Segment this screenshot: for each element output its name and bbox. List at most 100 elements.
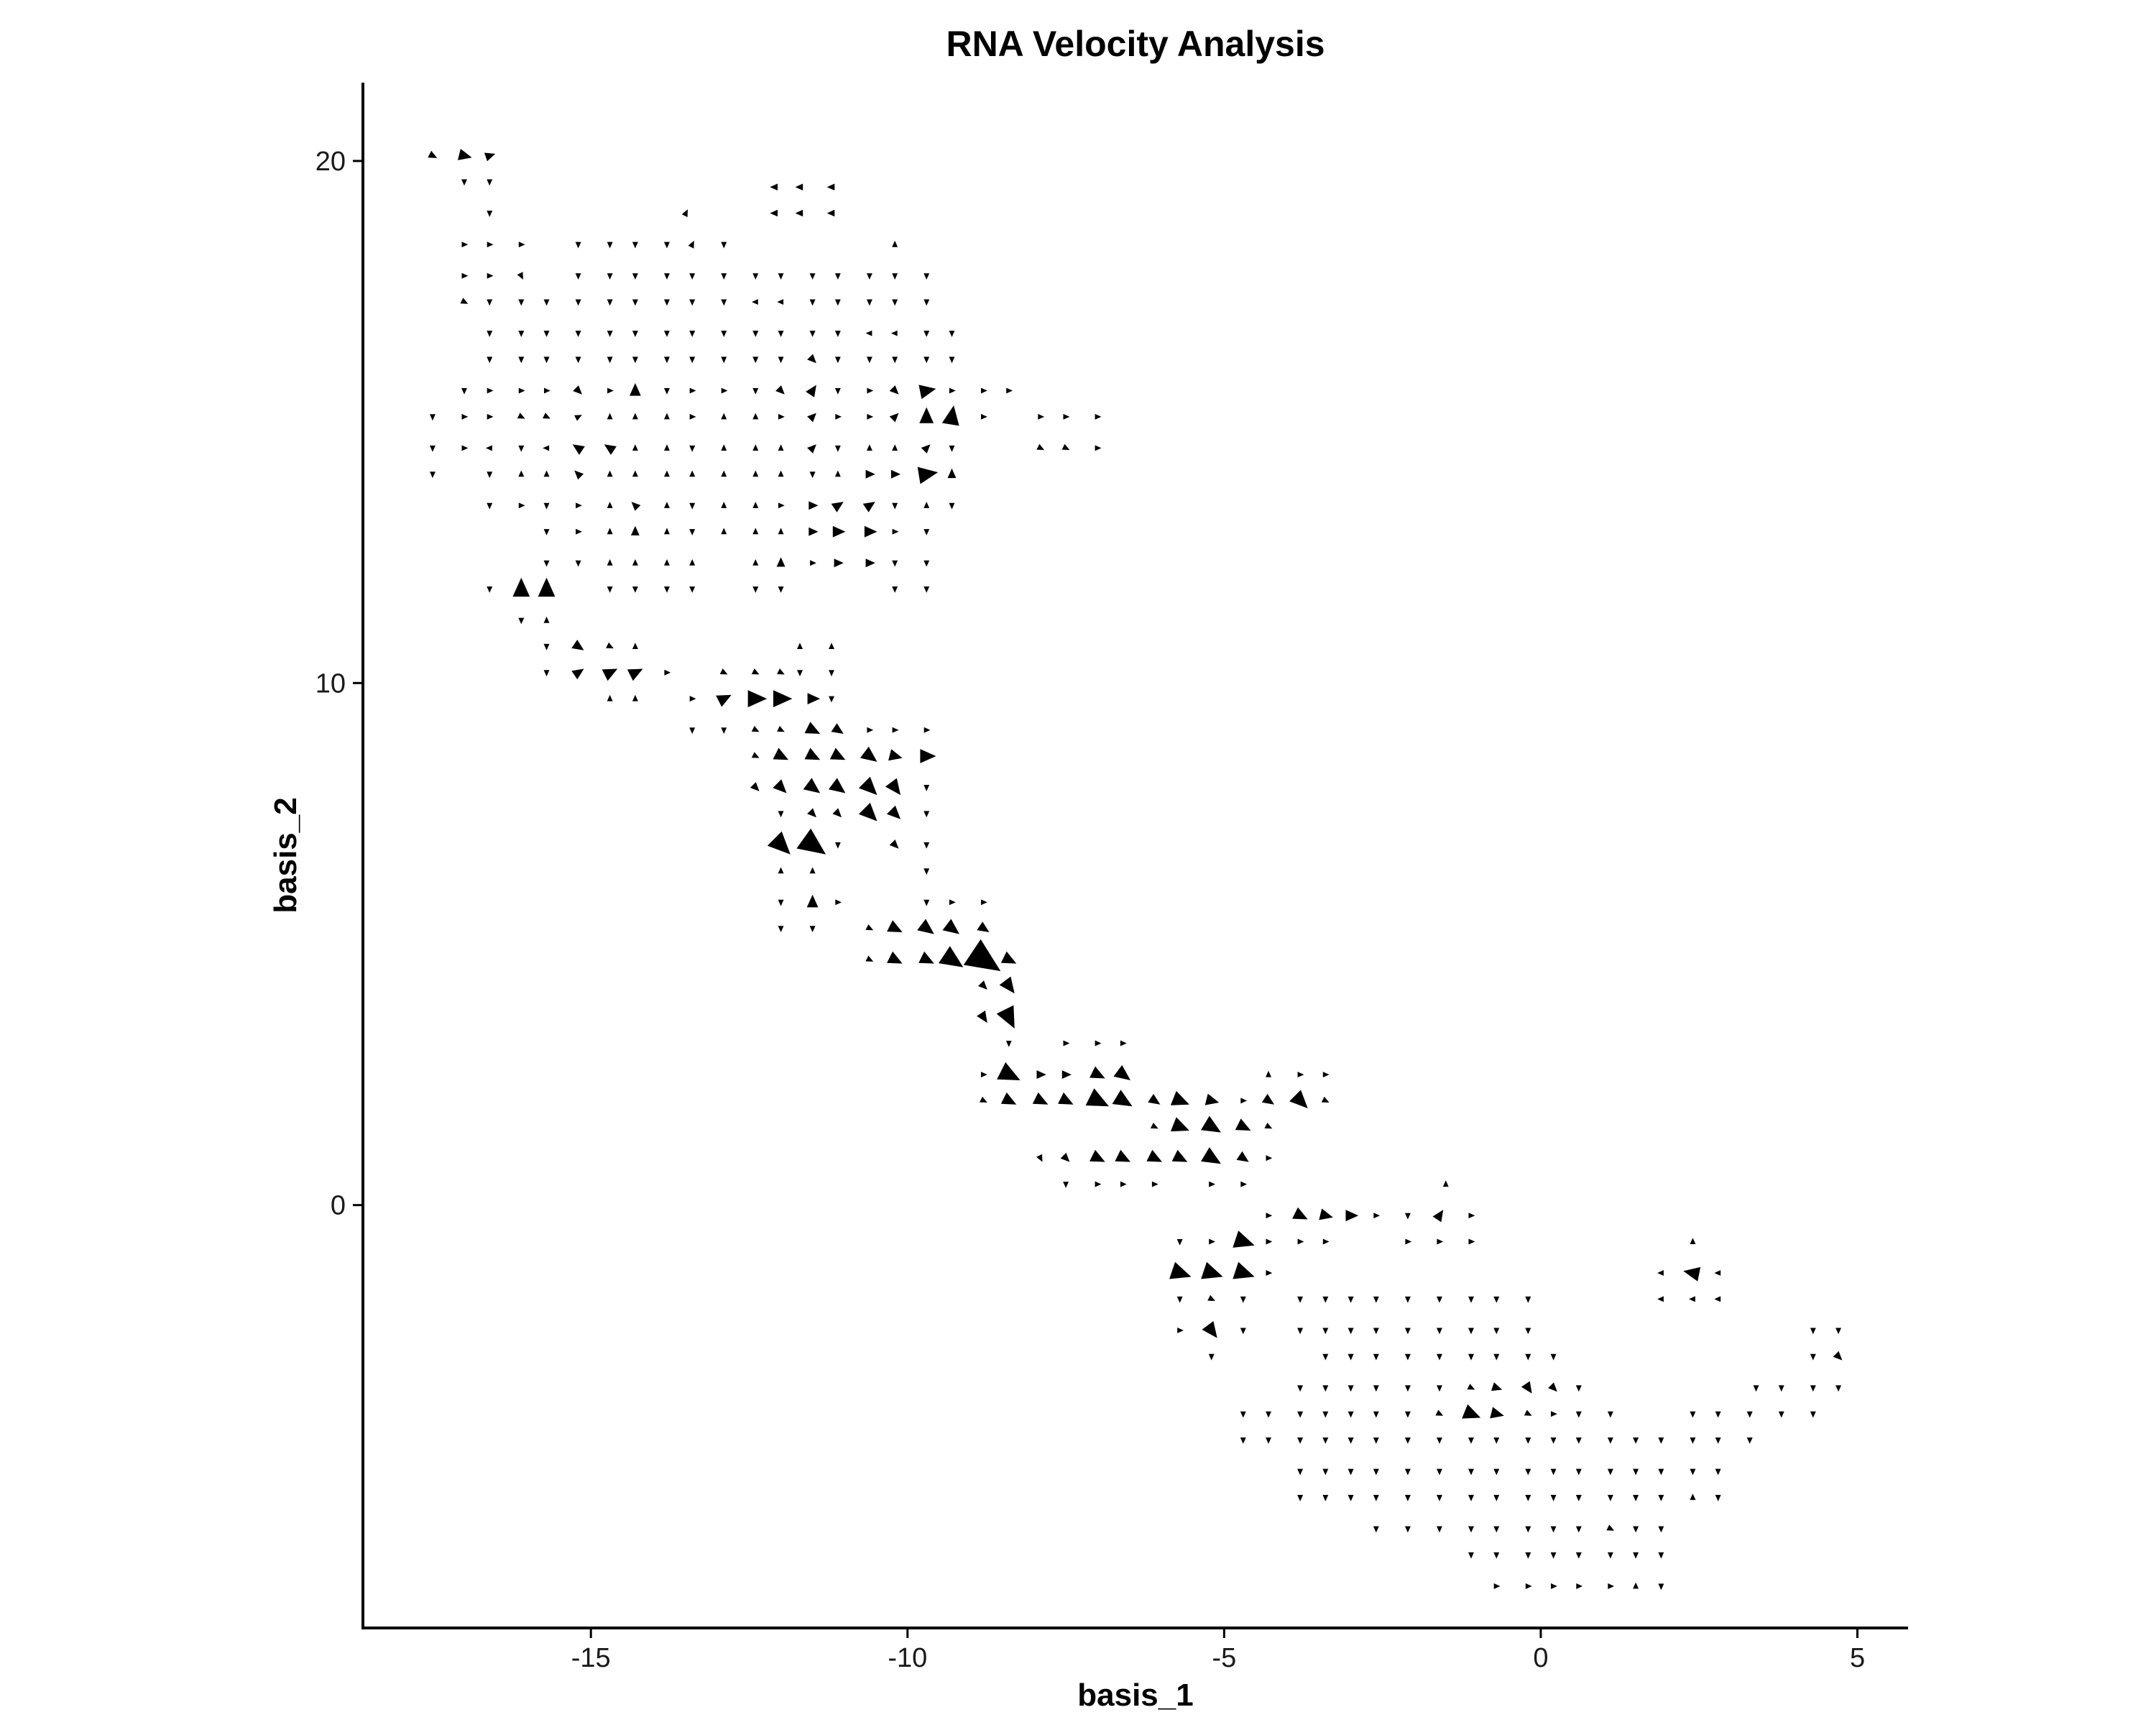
velocity-arrow (1525, 1438, 1531, 1444)
velocity-arrow (1201, 1261, 1223, 1279)
velocity-arrow (1435, 1409, 1444, 1416)
velocity-arrow (996, 1005, 1015, 1029)
velocity-arrow (1373, 1353, 1379, 1361)
velocity-arrow (543, 331, 550, 337)
velocity-arrow (795, 209, 803, 217)
velocity-arrow (689, 413, 696, 420)
velocity-arrow (1550, 1526, 1557, 1533)
velocity-arrow (920, 749, 936, 763)
velocity-arrow (1322, 1328, 1329, 1335)
velocity-arrow (752, 388, 759, 395)
velocity-arrow (1633, 1494, 1639, 1501)
velocity-arrow (631, 502, 641, 511)
velocity-arrow (889, 385, 899, 395)
velocity-arrow (867, 299, 872, 306)
velocity-arrow (867, 727, 874, 733)
velocity-arrow (923, 356, 930, 364)
velocity-arrow (461, 242, 469, 248)
velocity-arrow (1633, 1468, 1639, 1476)
velocity-arrow (1170, 1090, 1189, 1105)
velocity-arrow (543, 560, 550, 567)
velocity-arrow (1493, 1328, 1500, 1335)
velocity-arrow (1551, 1583, 1557, 1589)
velocity-arrow (1120, 1181, 1127, 1187)
velocity-arrow (461, 445, 469, 451)
velocity-arrow (1322, 1438, 1329, 1444)
velocity-arrow (689, 502, 696, 510)
velocity-arrow (518, 445, 525, 452)
velocity-arrow (1575, 1438, 1582, 1444)
velocity-arrow (688, 240, 694, 249)
velocity-arrow (719, 668, 728, 675)
velocity-arrow (487, 179, 493, 186)
velocity-arrow (1404, 1213, 1411, 1220)
velocity-arrow (1292, 1207, 1308, 1220)
velocity-arrow (1575, 1411, 1582, 1418)
velocity-arrow (941, 405, 959, 426)
velocity-arrow (1373, 1213, 1381, 1219)
velocity-arrow (809, 299, 816, 306)
velocity-arrow (1525, 1583, 1532, 1589)
velocity-arrow (865, 469, 875, 479)
velocity-arrow (607, 299, 613, 306)
velocity-arrow (575, 560, 581, 567)
velocity-arrow (721, 727, 727, 734)
velocity-arrow (1058, 1092, 1074, 1105)
velocity-arrow (543, 299, 550, 306)
velocity-arrow (886, 805, 901, 819)
velocity-arrow (1169, 1261, 1192, 1279)
velocity-arrow (721, 444, 727, 451)
velocity-arrow (808, 501, 819, 510)
velocity-arrow (1095, 1181, 1102, 1187)
velocity-arrow (834, 470, 841, 477)
velocity-arrow (1171, 1149, 1188, 1162)
velocity-arrow (681, 209, 688, 218)
velocity-arrow (835, 899, 842, 906)
velocity-arrow (721, 502, 727, 508)
velocity-arrow (923, 560, 930, 567)
velocity-arrow (1063, 1040, 1070, 1046)
velocity-arrow (1493, 1494, 1500, 1501)
velocity-arrow (664, 669, 671, 676)
velocity-arrow (1442, 1180, 1449, 1187)
velocity-arrow (1266, 1411, 1271, 1418)
velocity-arrow (770, 183, 778, 190)
velocity-arrow (1548, 1382, 1557, 1392)
velocity-arrow (923, 586, 930, 593)
velocity-arrow (1297, 1328, 1304, 1335)
velocity-arrow (923, 273, 930, 280)
velocity-arrow (461, 272, 469, 279)
velocity-arrow (487, 331, 493, 337)
velocity-arrow (752, 331, 759, 337)
velocity-arrow (574, 415, 582, 421)
velocity-arrow (1233, 1230, 1255, 1248)
velocity-arrow (632, 643, 638, 649)
velocity-arrow (574, 470, 584, 480)
velocity-arrow (1404, 1328, 1411, 1335)
velocity-arrow (518, 331, 525, 337)
velocity-arrow (829, 748, 846, 760)
velocity-arrow (942, 919, 959, 934)
velocity-arrow (921, 444, 931, 454)
velocity-arrow (1170, 1117, 1189, 1132)
velocity-arrow (607, 331, 613, 337)
velocity-arrow (1095, 445, 1102, 451)
velocity-arrow (1404, 1494, 1411, 1501)
velocity-arrow (923, 299, 930, 306)
velocity-arrow (1404, 1385, 1411, 1392)
velocity-arrow (829, 670, 834, 677)
x-tick-label: 5 (1850, 1643, 1865, 1673)
velocity-arrow (1089, 1149, 1105, 1162)
velocity-arrow (773, 779, 787, 794)
velocity-arrow (627, 668, 643, 681)
velocity-arrow (1468, 1328, 1474, 1335)
velocity-arrow (923, 811, 930, 818)
velocity-arrow (1404, 1438, 1411, 1444)
velocity-arrow (606, 642, 614, 649)
velocity-arrow (487, 472, 493, 479)
velocity-arrow (778, 899, 784, 906)
velocity-arrow (923, 899, 930, 906)
velocity-arrow (1266, 1213, 1273, 1219)
x-tick-label: -10 (888, 1643, 927, 1673)
velocity-arrow (892, 727, 899, 733)
